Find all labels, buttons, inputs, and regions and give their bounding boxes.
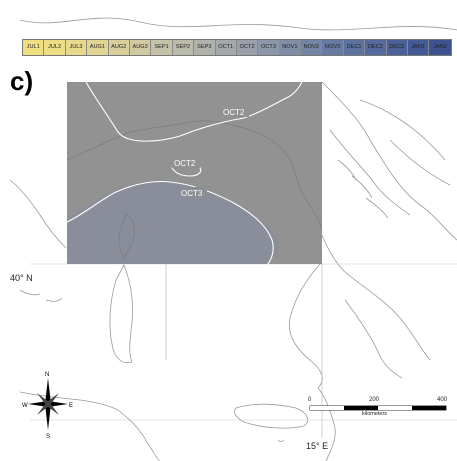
legend-cell-sep2: SEP2 xyxy=(172,40,195,55)
spain-coast xyxy=(9,179,67,249)
latitude-label: 40° N xyxy=(10,273,33,283)
panel-letter: c) xyxy=(10,66,34,96)
italy-east-coast xyxy=(321,234,431,361)
legend-cell-oct1: OCT1 xyxy=(215,40,237,55)
compass-needle-ne xyxy=(47,393,59,405)
legend-cell-dec1: DEC1 xyxy=(343,40,366,55)
legend-cell-oct2: OCT2 xyxy=(236,40,259,55)
compass-needle-nw xyxy=(37,393,49,405)
compass-needle-se xyxy=(47,403,59,415)
legend-cell-dec3: DEC3 xyxy=(386,40,409,55)
raster-coastline xyxy=(66,120,323,231)
scale-bar-segment-3 xyxy=(378,406,412,410)
isoline-north xyxy=(85,81,303,142)
scale-bar-unit: kilometers xyxy=(362,411,388,417)
study-area-raster xyxy=(66,82,323,264)
adriatic-islands xyxy=(337,159,389,219)
algeria-coast xyxy=(19,391,119,411)
scale-tick-label: 0 xyxy=(308,397,312,403)
legend-cell-aug2: AUG2 xyxy=(108,40,130,55)
compass-needle-south xyxy=(45,401,51,430)
gulf-taranto xyxy=(344,299,403,379)
longitude-label: 15° E xyxy=(306,441,329,451)
legend-cell-nov1: NOV1 xyxy=(279,40,302,55)
scale-bar-ticks: 0 200 400 xyxy=(306,397,451,407)
compass-rose-icon: N S W E xyxy=(22,372,73,440)
scale-bar-segment-4 xyxy=(412,406,446,410)
scale-bar xyxy=(309,405,447,411)
isoline-label-center: OCT2 xyxy=(174,159,196,168)
legend-cell-aug1: AUG1 xyxy=(87,40,109,55)
isoline-label-center-bg xyxy=(172,158,200,168)
balkan-inland xyxy=(359,99,451,186)
legend-cell-nov2: NOV2 xyxy=(301,40,323,55)
malta xyxy=(277,439,285,442)
legend-cell-nov3: NOV3 xyxy=(322,40,344,55)
isoline-labels: OCT2 OCT2 OCT3 xyxy=(172,106,249,198)
raster-lower-zone xyxy=(67,180,280,264)
legend-cell-aug3: AUG3 xyxy=(129,40,152,55)
calabria xyxy=(317,387,336,461)
compass-needle-north xyxy=(45,378,51,407)
sardinia xyxy=(109,264,133,364)
isoline-label-north-bg xyxy=(221,106,249,117)
legend-color-bar: JUL1 JUL2 JUL3 AUG1 AUG2 AUG3 SEP1 SEP2 SEP3 OCT1… xyxy=(22,39,452,56)
legend-cell-jul3: JUL3 xyxy=(65,40,88,55)
sicily xyxy=(234,403,309,429)
alpine-border xyxy=(19,17,457,31)
legend-cell-jan1: JAN1 xyxy=(408,40,430,55)
legend-cell-jul2: JUL2 xyxy=(44,40,66,55)
scale-tick-label: 200 xyxy=(369,397,380,403)
isoline-label-south-bg xyxy=(179,187,207,198)
italy-west-coast xyxy=(288,261,323,389)
raster-corsica xyxy=(118,213,135,259)
croatian-coast xyxy=(329,129,411,216)
scale-bar-segment-2 xyxy=(344,406,378,410)
balearics xyxy=(19,289,63,302)
legend-cell-sep3: SEP3 xyxy=(194,40,216,55)
compass-e: E xyxy=(69,403,73,409)
balkan-coast xyxy=(321,81,457,241)
isoline-label-south: OCT3 xyxy=(181,189,203,198)
legend-cell-jan2: JAN2 xyxy=(429,40,451,55)
compass-s: S xyxy=(46,434,50,440)
tunisia-coast xyxy=(117,409,161,461)
scale-tick-label: 400 xyxy=(437,397,448,403)
compass-n: N xyxy=(45,372,49,378)
legend-cell-oct3: OCT3 xyxy=(258,40,280,55)
compass-needle-sw xyxy=(37,403,49,415)
legend-cell-jul1: JUL1 xyxy=(23,40,45,55)
compass-w: W xyxy=(22,403,28,409)
legend-cell-sep1: SEP1 xyxy=(151,40,173,55)
legend-cell-dec2: DEC2 xyxy=(365,40,387,55)
scale-bar-segment-1 xyxy=(310,406,344,410)
isoline-label-north: OCT2 xyxy=(223,108,245,117)
